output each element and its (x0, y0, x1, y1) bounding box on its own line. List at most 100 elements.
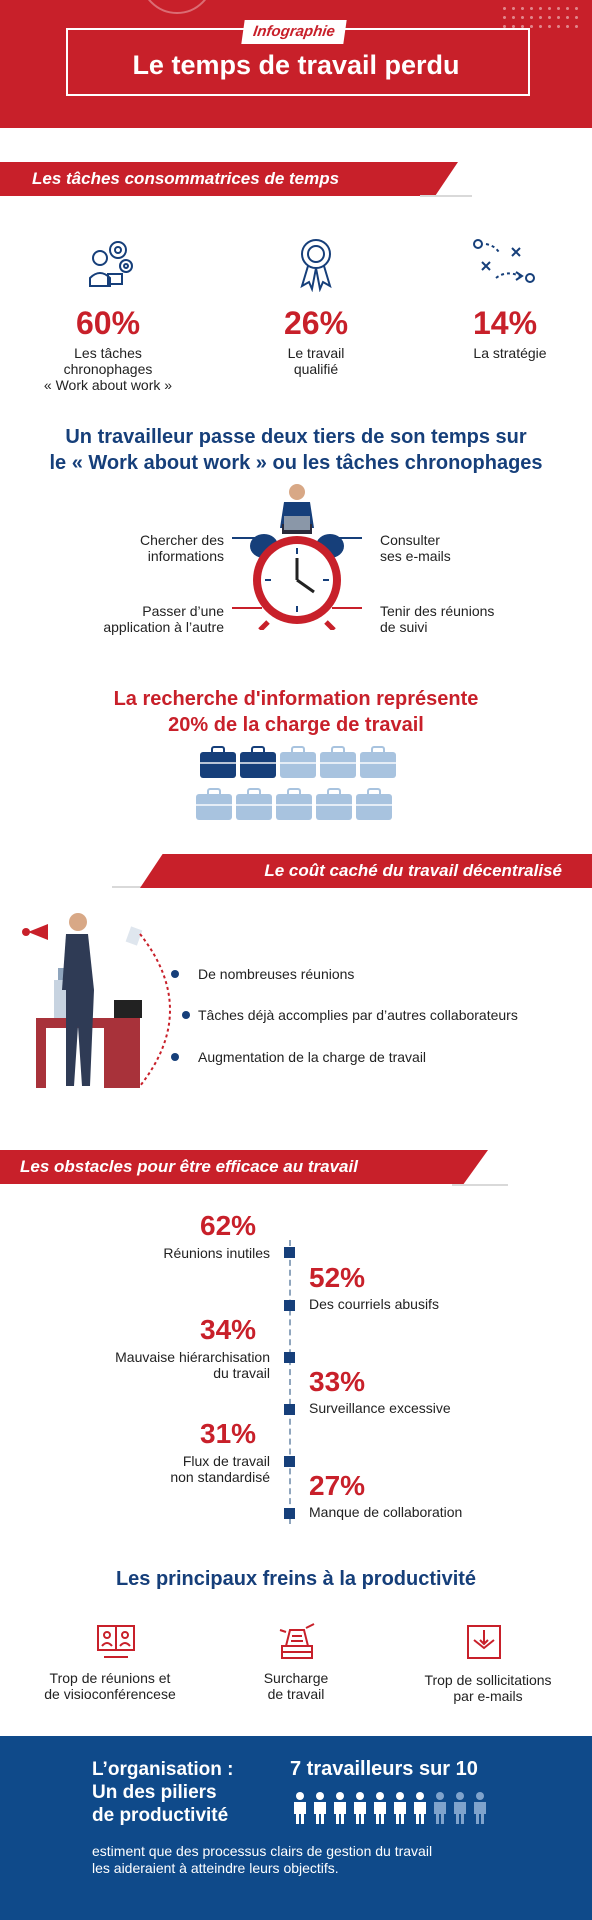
brake-line: Trop de réunions et (49, 1670, 171, 1686)
briefcase-icon-filled (240, 746, 276, 778)
task-line: application à l’autre (103, 619, 224, 635)
task-line: Tenir des réunions (380, 603, 495, 619)
heading-line: 20% de la charge de travail (168, 714, 424, 736)
brake-label-meetings: Trop de réunions et de visioconférencese (20, 1670, 200, 1702)
stat-percent-14: 14% (472, 305, 538, 341)
ribbon-underline (112, 886, 162, 888)
briefcase-icon (316, 788, 352, 820)
timeline-marker (284, 1404, 295, 1415)
section-ribbon-obstacles: Les obstacles pour être efficace au trav… (0, 1150, 488, 1184)
page-title: Le temps de travail perdu (132, 50, 460, 80)
task-line: informations (147, 548, 224, 564)
obstacle-percent-62: 62% (200, 1210, 257, 1241)
obstacle-label-27: Manque de collaboration (309, 1504, 529, 1520)
timeline-marker (284, 1508, 295, 1519)
bullet-dot (182, 1011, 190, 1019)
brake-line: par e-mails (453, 1688, 523, 1704)
obstacle-label-33: Surveillance excessive (309, 1400, 509, 1416)
obstacle-percent-52: 52% (309, 1262, 366, 1293)
footer-line: les aideraient à atteindre leurs objecti… (92, 1860, 339, 1876)
overworked-worker-illustration (22, 913, 143, 1088)
stat-percent-26: 26% (283, 305, 349, 341)
task-follow-up-meetings: Tenir des réunions de suivi (380, 603, 540, 635)
award-ribbon-icon (300, 239, 332, 292)
stat-label-60: Les tâches chronophages « Work about wor… (18, 345, 198, 393)
obstacle-percent-27: 27% (309, 1470, 366, 1501)
organisation-title: L’organisation : Un des piliers de produ… (92, 1758, 233, 1827)
org-line: de productivité (92, 1805, 229, 1826)
ribbon-underline (452, 1184, 508, 1186)
person-icon (434, 1792, 446, 1824)
brake-line: Surcharge (263, 1670, 329, 1686)
gears-worker-icon (89, 241, 133, 287)
stat-label-line: qualifié (293, 361, 339, 377)
section2-heading: Un travailleur passe deux tiers de son t… (20, 424, 572, 476)
obstacle-line: Manque de collaboration (309, 1504, 463, 1520)
hidden-cost-point: Tâches déjà accomplies par d’autres coll… (198, 1007, 518, 1023)
strategy-play-icon (473, 239, 535, 283)
heading-line: Un travailleur passe deux tiers de son t… (65, 426, 527, 448)
briefcase-icon (360, 746, 396, 778)
timeline-axis (289, 1240, 291, 1524)
obstacle-label-52: Des courriels abusifs (309, 1296, 509, 1312)
stat-label-line: « Work about work » (43, 377, 173, 393)
briefcase-icon (276, 788, 312, 820)
header-banner: Infographie Le temps de travail perdu (0, 0, 592, 128)
person-icon-filled (394, 1792, 406, 1824)
stat-label-14: La stratégie (445, 345, 575, 361)
obstacle-percent-31: 31% (200, 1418, 257, 1449)
org-line: L’organisation : (92, 1759, 234, 1780)
footer-text: estiment que des processus clairs de ges… (92, 1843, 542, 1877)
obstacle-line: du travail (213, 1365, 270, 1381)
person-icon-filled (374, 1792, 386, 1824)
obstacle-line: non standardisé (170, 1469, 270, 1485)
brake-label-emails: Trop de sollicitations par e-mails (400, 1672, 576, 1704)
task-line: ses e-mails (380, 548, 451, 564)
decorative-circle (140, 0, 214, 14)
obstacle-label-62: Réunions inutiles (80, 1245, 270, 1261)
section-ribbon-tasks: Les tâches consommatrices de temps (0, 162, 458, 196)
briefcase-icon (236, 788, 272, 820)
briefcase-icon (196, 788, 232, 820)
task-check-emails: Consulter ses e-mails (380, 532, 520, 564)
section6-heading: Les principaux freins à la productivité (115, 1568, 477, 1590)
task-line: de suivi (380, 619, 428, 635)
org-line: Un des piliers (92, 1782, 217, 1803)
task-line: Passer d’une (142, 603, 224, 619)
person-icon-filled (334, 1792, 346, 1824)
stat-label-line: La stratégie (473, 345, 547, 361)
person-icon-filled (294, 1792, 306, 1824)
briefcase-icon (280, 746, 316, 778)
task-line: Chercher des (139, 532, 224, 548)
person-icon-filled (314, 1792, 326, 1824)
ribbon-underline (420, 195, 472, 197)
bullet-dot (171, 970, 179, 978)
section-ribbon-hidden-cost: Le coût caché du travail décentralisé (140, 854, 592, 888)
stat-label-26: Le travail qualifié (246, 345, 386, 377)
obstacle-line: Mauvaise hiérarchisation (115, 1349, 270, 1365)
infographic-badge: Infographie (241, 20, 347, 44)
obstacle-percent-33: 33% (309, 1366, 366, 1397)
stat-label-line: chronophages (63, 361, 153, 377)
person-icon-filled (354, 1792, 366, 1824)
person-icon-filled (414, 1792, 426, 1824)
footer-line: estiment que des processus clairs de ges… (92, 1843, 433, 1859)
bottom-banner: L’organisation : Un des piliers de produ… (0, 1736, 592, 1920)
obstacle-line: Flux de travail (182, 1453, 270, 1469)
obstacle-label-34: Mauvaise hiérarchisation du travail (60, 1349, 270, 1381)
brake-line: de travail (267, 1686, 325, 1702)
decorative-dots (500, 4, 584, 32)
timeline-marker (284, 1247, 295, 1258)
task-search-info: Chercher des informations (118, 532, 224, 564)
briefcase-icon-filled (200, 746, 236, 778)
task-switch-apps: Passer d’une application à l’autre (64, 603, 224, 635)
clock-worker-illustration (232, 484, 362, 630)
section3-heading: La recherche d'information représente 20… (20, 686, 572, 738)
stat-label-line: Le travail (287, 345, 345, 361)
timeline-marker (284, 1352, 295, 1363)
stat-percent-60: 60% (75, 305, 141, 341)
bullet-dot (171, 1053, 179, 1061)
hidden-cost-point: De nombreuses réunions (198, 966, 355, 982)
obstacle-line: Réunions inutiles (163, 1245, 270, 1261)
